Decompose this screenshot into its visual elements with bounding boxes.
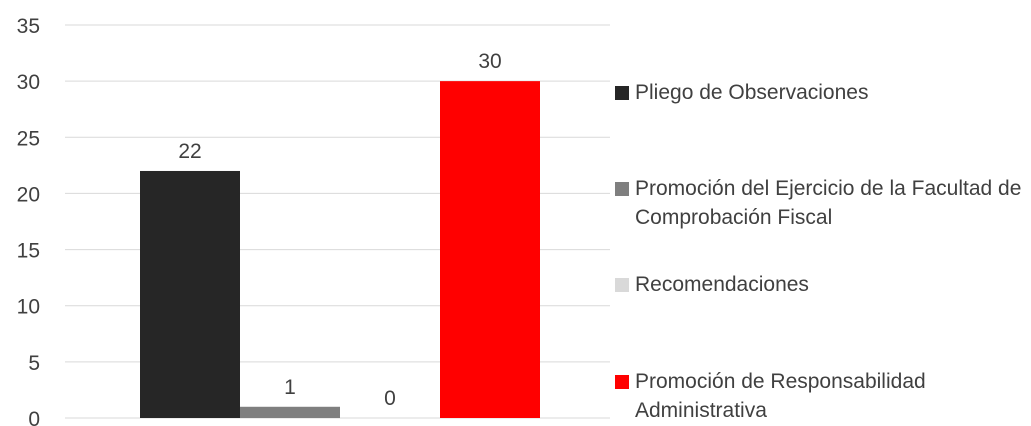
data-label-3: 30 (478, 50, 501, 73)
bar-0 (140, 170, 240, 418)
legend-swatch-promocion-responsabilidad (615, 375, 629, 389)
legend-label-promocion-ejercicio: Promoción del Ejercicio de la Facultad d… (635, 177, 1022, 229)
y-tick-label: 10 (17, 296, 40, 319)
bar-1 (240, 406, 340, 418)
y-tick-label: 20 (17, 183, 40, 206)
legend-item-recomendaciones: Recomendaciones (615, 270, 809, 299)
y-tick-label: 15 (17, 240, 40, 263)
legend-label-promocion-responsabilidad: Promoción de Responsabilidad Administrat… (635, 370, 926, 422)
legend-item-promocion-ejercicio: Promoción del Ejercicio de la Facultad d… (615, 174, 1030, 232)
legend-label-pliego: Pliego de Observaciones (635, 81, 869, 104)
legend-swatch-pliego (615, 86, 629, 100)
y-tick-label: 25 (17, 127, 40, 150)
y-tick-label: 35 (17, 15, 40, 38)
legend-item-promocion-responsabilidad: Promoción de Responsabilidad Administrat… (615, 367, 935, 425)
legend-swatch-recomendaciones (615, 278, 629, 292)
legend: Pliego de Observaciones Promoción del Ej… (615, 0, 1031, 426)
data-label-0: 22 (178, 140, 201, 163)
bar-3 (440, 81, 540, 419)
bars (140, 81, 540, 419)
legend-item-pliego: Pliego de Observaciones (615, 78, 868, 107)
data-label-2: 0 (384, 387, 396, 410)
data-label-1: 1 (284, 376, 296, 399)
data-labels: 22 1 0 30 (178, 50, 501, 410)
legend-swatch-promocion-ejercicio (615, 182, 629, 196)
y-axis-ticks: 0 5 10 15 20 25 30 35 (17, 15, 40, 426)
legend-label-recomendaciones: Recomendaciones (635, 273, 809, 296)
y-tick-label: 5 (28, 352, 40, 375)
y-tick-label: 30 (17, 71, 40, 94)
y-tick-label: 0 (28, 408, 40, 426)
